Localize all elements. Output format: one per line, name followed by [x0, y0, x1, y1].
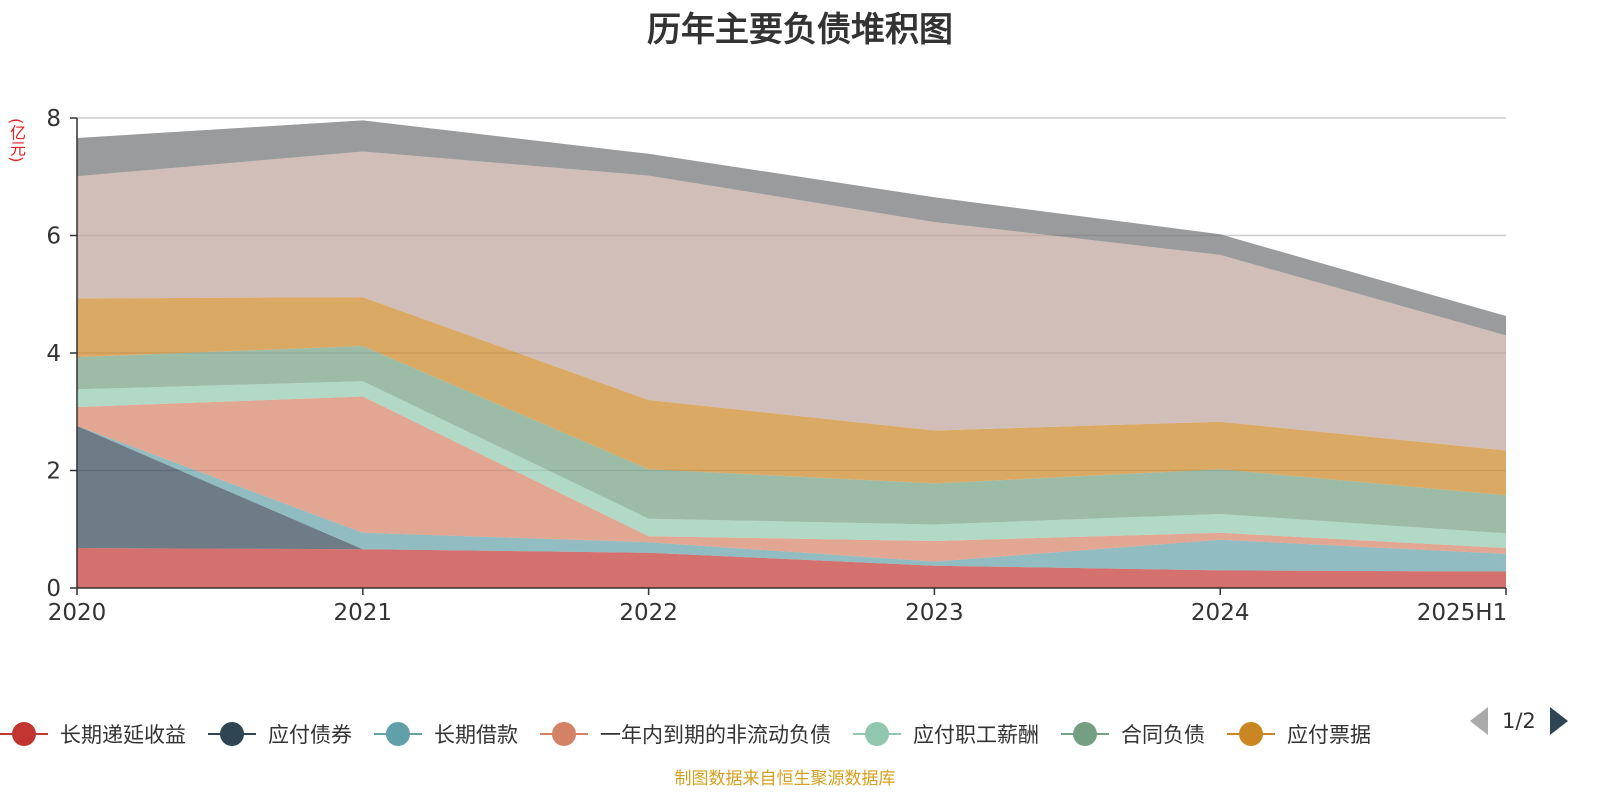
area-series-7[interactable]: [77, 297, 1506, 496]
legend-label: 应付职工薪酬: [913, 723, 1039, 747]
x-tick-label: 2020: [48, 600, 107, 626]
area-series-1[interactable]: [77, 548, 1506, 588]
area-series-6[interactable]: [77, 346, 1506, 534]
y-tick-label: 4: [46, 341, 61, 367]
y-tick-label: 6: [46, 224, 61, 250]
legend-label: 长期借款: [434, 723, 518, 747]
data-source-note: 制图数据来自恒生聚源数据库: [674, 769, 896, 789]
x-tick-label: 2025H1: [1417, 600, 1507, 626]
y-tick-label: 0: [46, 576, 61, 602]
chart-title: 历年主要负债堆积图: [647, 10, 953, 50]
area-series-8[interactable]: [77, 151, 1506, 451]
x-tick-label: 2021: [334, 600, 393, 626]
y-axis-unit-label: (亿元): [7, 118, 26, 163]
legend-label: 应付票据: [1287, 723, 1371, 747]
legend-label: 合同负债: [1121, 723, 1205, 747]
legend-marker-icon: [1061, 722, 1109, 746]
legend-marker-icon: [540, 722, 588, 746]
legend-item[interactable]: 一年内到期的非流动负债: [540, 719, 831, 749]
legend-item[interactable]: 应付职工薪酬: [853, 719, 1039, 749]
legend-marker-icon: [374, 722, 422, 746]
x-tick-label: 2024: [1191, 600, 1250, 626]
legend-label: 长期递延收益: [60, 723, 186, 747]
legend-marker-icon: [853, 722, 901, 746]
x-tick-label: 2022: [619, 600, 678, 626]
legend-label: 应付债券: [268, 723, 352, 747]
y-tick-label: 2: [46, 459, 61, 485]
tick-labels: 0 2 4 6 8 2020 2021 2022 2023 2024 2025H1: [46, 106, 1507, 626]
legend-item[interactable]: 合同负债: [1061, 719, 1205, 749]
legend-item[interactable]: 长期递延收益: [0, 719, 186, 749]
legend: 长期递延收益 应付债券 长期借款 一年内到期的非流动负债 应付职工薪酬 合同负债 应付票据: [0, 716, 1393, 752]
area-series: [77, 120, 1506, 588]
legend-item[interactable]: 应付债券: [208, 719, 352, 749]
axes: [70, 117, 1507, 595]
legend-page-indicator: 1/2: [1502, 709, 1536, 733]
legend-item[interactable]: 应付票据: [1227, 719, 1371, 749]
legend-marker-icon: [0, 722, 48, 746]
area-series-9[interactable]: [77, 120, 1506, 336]
area-series-4[interactable]: [77, 396, 1506, 562]
legend-marker-icon: [208, 722, 256, 746]
legend-item[interactable]: 长期借款: [374, 719, 518, 749]
area-series-3[interactable]: [77, 425, 1506, 572]
legend-pager: 1/2: [1470, 706, 1568, 736]
legend-marker-icon: [1227, 722, 1275, 746]
legend-next-page-arrow-icon[interactable]: [1549, 707, 1568, 735]
legend-label: 一年内到期的非流动负债: [600, 723, 831, 747]
legend-prev-page-arrow-icon[interactable]: [1470, 707, 1488, 735]
stacked-area-chart: 0 2 4 6 8 2020 2021 2022 2023 2024 2025H1: [46, 106, 1507, 626]
area-series-5[interactable]: [77, 381, 1506, 548]
y-tick-label: 8: [46, 106, 61, 132]
x-tick-label: 2023: [905, 600, 964, 626]
